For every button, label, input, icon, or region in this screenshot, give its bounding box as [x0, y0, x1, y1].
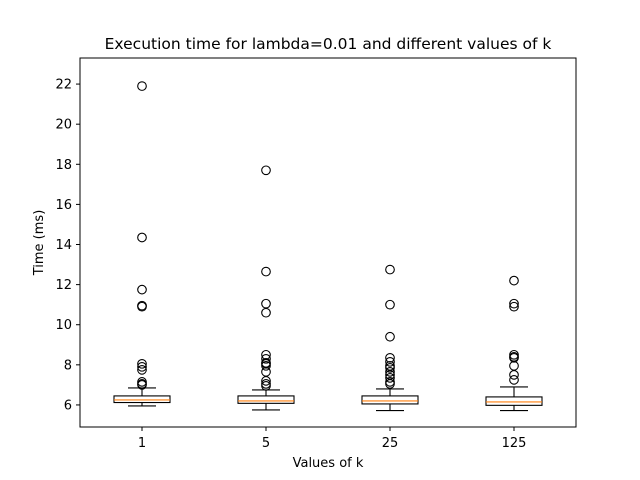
outlier-point — [261, 376, 271, 386]
outlier-point — [385, 331, 395, 342]
box-iqr — [237, 395, 295, 404]
outlier-point — [261, 266, 271, 277]
outlier-point — [137, 364, 147, 375]
box-iqr — [361, 395, 419, 405]
y-tick-label: 22 — [55, 78, 72, 93]
chart-title: Execution time for lambda=0.01 and diffe… — [105, 35, 552, 53]
outlier-point — [261, 381, 271, 391]
y-axis: 6 8 10 12 14 16 18 20 22 — [55, 78, 80, 413]
outlier-point — [385, 352, 395, 363]
outlier-point — [385, 264, 395, 275]
box-group-25 — [361, 264, 419, 412]
box-group-1 — [113, 81, 171, 407]
outlier-point — [385, 373, 395, 383]
y-tick-label: 20 — [55, 118, 72, 133]
outlier-point — [509, 360, 519, 371]
plot-frame — [79, 57, 577, 428]
y-tick-label: 16 — [55, 198, 72, 213]
x-tick-label: 5 — [262, 436, 270, 451]
outlier-point — [509, 352, 519, 363]
outlier-point — [137, 81, 147, 91]
outlier-point — [261, 165, 271, 176]
y-tick-label: 8 — [64, 358, 72, 373]
outlier-point — [261, 360, 271, 371]
outlier-point — [137, 232, 147, 243]
outlier-point — [385, 299, 395, 310]
outlier-point — [137, 361, 147, 372]
x-tick-label: 1 — [138, 436, 146, 451]
x-axis-label: Values of k — [293, 456, 364, 471]
outlier-point — [385, 362, 395, 373]
outlier-point — [137, 301, 147, 312]
outlier-point — [385, 379, 395, 389]
y-tick-label: 14 — [55, 238, 72, 253]
outlier-point — [509, 370, 519, 380]
x-tick-label: 125 — [502, 436, 527, 451]
outlier-point — [137, 358, 147, 369]
plot-area — [113, 81, 543, 412]
box-group-125 — [485, 275, 543, 412]
outlier-point — [509, 298, 519, 309]
box-iqr — [485, 396, 543, 406]
outlier-point — [509, 375, 519, 385]
outlier-point — [137, 380, 147, 390]
outlier-point — [509, 275, 519, 286]
y-tick-label: 10 — [55, 318, 72, 333]
x-axis: 1 5 25 125 — [138, 427, 527, 451]
y-tick-label: 6 — [64, 398, 72, 413]
outlier-point — [261, 367, 271, 377]
y-tick-label: 18 — [55, 158, 72, 173]
outlier-point — [509, 301, 519, 312]
box-iqr — [113, 395, 171, 404]
outlier-point — [261, 353, 271, 364]
x-tick-label: 25 — [382, 436, 399, 451]
y-tick-label: 12 — [55, 278, 72, 293]
outlier-point — [385, 367, 395, 377]
box-group-5 — [237, 165, 295, 411]
outlier-point — [137, 284, 147, 295]
y-axis-label: Time (ms) — [32, 210, 47, 277]
outlier-point — [261, 298, 271, 309]
outlier-point — [385, 356, 395, 367]
outlier-point — [261, 307, 271, 318]
